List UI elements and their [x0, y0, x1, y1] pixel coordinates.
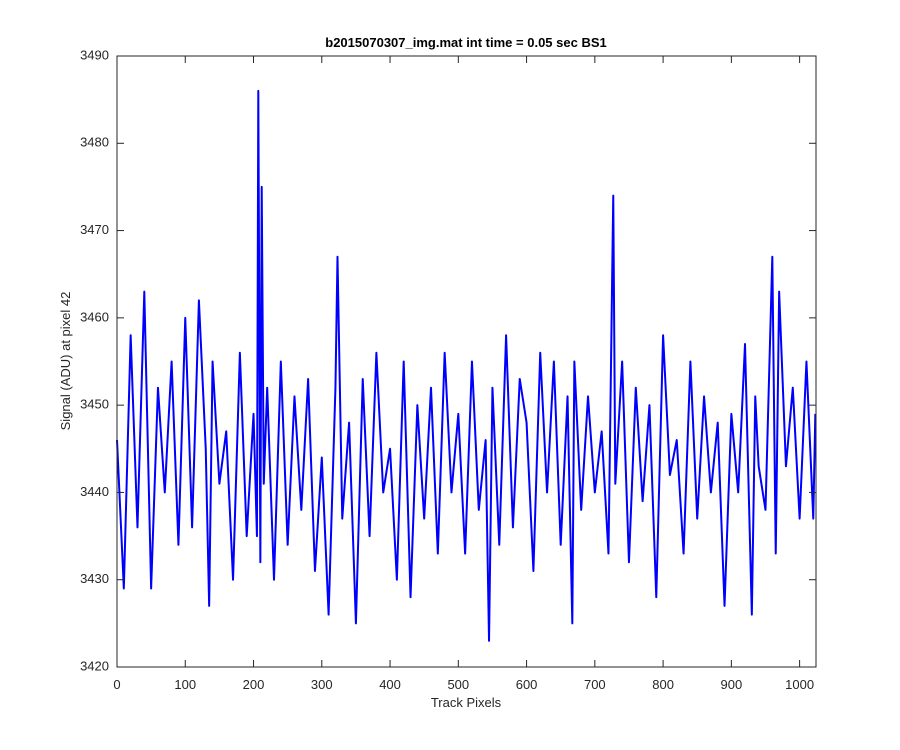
- x-axis-label: Track Pixels: [431, 695, 502, 710]
- y-tick-label: 3470: [80, 222, 109, 237]
- y-tick-label: 3440: [80, 484, 109, 499]
- x-tick-label: 200: [243, 677, 265, 692]
- series-line-0: [116, 89, 817, 642]
- y-tick-label: 3420: [80, 658, 109, 673]
- y-tick-label: 3430: [80, 571, 109, 586]
- x-tick-label: 300: [311, 677, 333, 692]
- tick-layer: 0 100 200 300 400 500 600 700 800 900 1000 3420 3430…: [80, 47, 816, 692]
- y-tick-label: 3490: [80, 47, 109, 62]
- chart-title: b2015070307_img.mat int time = 0.05 sec …: [325, 35, 606, 50]
- x-tick-label: 100: [174, 677, 196, 692]
- series-layer: [116, 89, 817, 642]
- x-tick-label: 0: [113, 677, 120, 692]
- x-tick-label: 500: [447, 677, 469, 692]
- y-tick-label: 3450: [80, 397, 109, 412]
- x-tick-label: 400: [379, 677, 401, 692]
- x-tick-label: 800: [652, 677, 674, 692]
- y-axis-label: Signal (ADU) at pixel 42: [58, 292, 73, 431]
- x-tick-label: 900: [721, 677, 743, 692]
- x-tick-label: 700: [584, 677, 606, 692]
- y-tick-label: 3480: [80, 135, 109, 150]
- x-tick-label: 600: [516, 677, 538, 692]
- plot-frame: [116, 55, 817, 668]
- y-tick-label: 3460: [80, 309, 109, 324]
- plot-background: [117, 56, 816, 667]
- x-tick-label: 1000: [785, 677, 814, 692]
